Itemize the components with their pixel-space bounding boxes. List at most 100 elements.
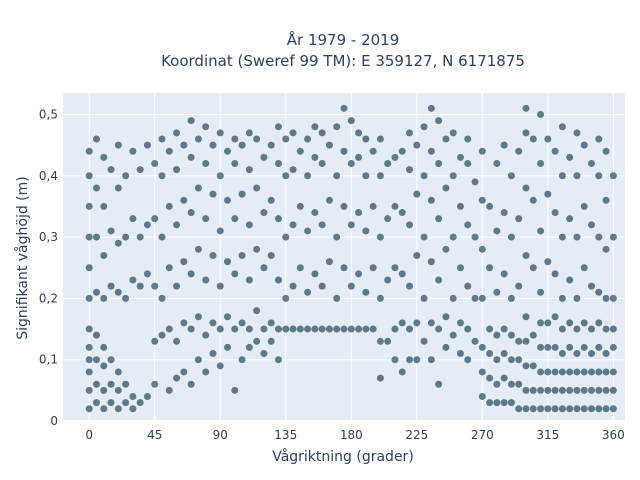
data-point — [500, 350, 508, 358]
data-point — [245, 343, 253, 351]
data-point — [522, 337, 530, 345]
data-point — [253, 135, 261, 143]
data-point — [595, 343, 603, 351]
data-point — [449, 129, 457, 137]
data-point — [274, 325, 282, 333]
data-point — [493, 227, 501, 235]
data-point — [507, 356, 515, 364]
data-point — [296, 202, 304, 210]
data-point — [486, 374, 494, 382]
y-axis-ticks: 0 0,1 0,2 0,3 0,4 0,5 — [39, 107, 58, 428]
data-point — [456, 264, 464, 272]
data-point — [544, 258, 552, 266]
y-tick-label: 0,1 — [39, 353, 58, 367]
data-point — [515, 147, 523, 155]
data-point — [384, 337, 392, 345]
data-point — [274, 123, 282, 131]
y-tick-label: 0,5 — [39, 107, 58, 121]
data-point — [471, 178, 479, 186]
data-point — [522, 251, 530, 259]
data-point — [609, 294, 617, 302]
data-point — [376, 233, 384, 241]
data-point — [224, 258, 232, 266]
data-point — [231, 270, 239, 278]
data-point — [486, 264, 494, 272]
data-point — [522, 313, 530, 321]
data-point — [114, 239, 122, 247]
data-point — [100, 386, 108, 394]
data-point — [180, 141, 188, 149]
data-point — [398, 209, 406, 217]
data-point — [449, 172, 457, 180]
data-point — [180, 258, 188, 266]
x-tick-label: 270 — [471, 428, 494, 442]
data-point — [464, 135, 472, 143]
data-point — [595, 386, 603, 394]
data-point — [151, 380, 159, 388]
data-point — [107, 282, 115, 290]
data-point — [558, 294, 566, 302]
data-point — [355, 129, 363, 137]
data-point — [456, 153, 464, 161]
data-point — [114, 141, 122, 149]
data-point — [420, 172, 428, 180]
data-point — [187, 209, 195, 217]
data-point — [573, 325, 581, 333]
data-point — [253, 245, 261, 253]
data-point — [537, 288, 545, 296]
data-point — [595, 368, 603, 376]
data-point — [304, 172, 312, 180]
data-point — [362, 172, 370, 180]
data-point — [376, 374, 384, 382]
data-point — [129, 276, 137, 284]
data-point — [173, 166, 181, 174]
data-point — [333, 172, 341, 180]
data-point — [224, 313, 232, 321]
data-point — [580, 319, 588, 327]
data-point — [537, 368, 545, 376]
data-point — [413, 141, 421, 149]
data-point — [100, 251, 108, 259]
data-point — [544, 190, 552, 198]
data-point — [588, 160, 596, 168]
data-point — [100, 405, 108, 413]
data-point — [216, 325, 224, 333]
data-point — [85, 386, 93, 394]
data-point — [486, 399, 494, 407]
data-point — [245, 276, 253, 284]
data-point — [435, 160, 443, 168]
data-point — [85, 233, 93, 241]
data-point — [515, 337, 523, 345]
data-point — [114, 386, 122, 394]
data-point — [522, 129, 530, 137]
data-point — [85, 356, 93, 364]
data-point — [391, 356, 399, 364]
data-point — [282, 172, 290, 180]
data-point — [551, 368, 559, 376]
data-point — [456, 350, 464, 358]
data-point — [304, 288, 312, 296]
data-point — [143, 141, 151, 149]
data-point — [245, 325, 253, 333]
data-point — [194, 135, 202, 143]
data-point — [289, 221, 297, 229]
data-point — [173, 129, 181, 137]
data-point — [362, 325, 370, 333]
data-point — [391, 264, 399, 272]
data-point — [609, 405, 617, 413]
data-point — [355, 153, 363, 161]
data-point — [602, 147, 610, 155]
data-point — [406, 129, 414, 137]
data-point — [129, 392, 137, 400]
data-point — [471, 233, 479, 241]
data-point — [274, 276, 282, 284]
data-point — [173, 282, 181, 290]
data-point — [507, 294, 515, 302]
data-point — [318, 325, 326, 333]
data-point — [85, 264, 93, 272]
data-point — [595, 135, 603, 143]
data-point — [566, 319, 574, 327]
data-point — [340, 104, 348, 112]
data-point — [267, 251, 275, 259]
